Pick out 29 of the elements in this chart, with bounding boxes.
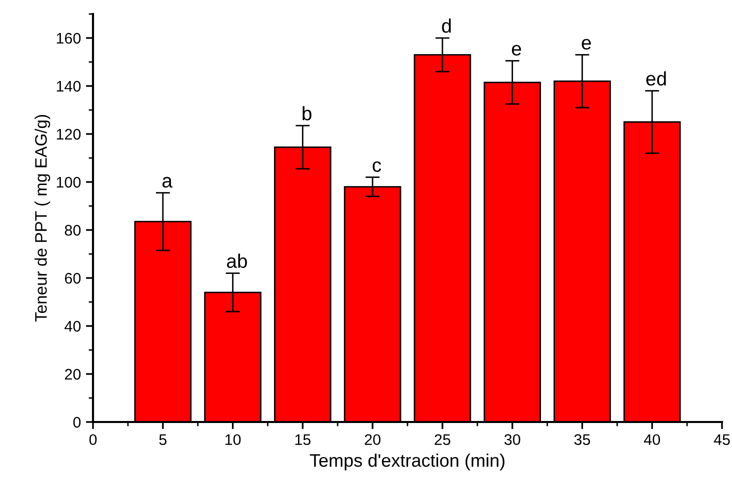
annotation: ab — [226, 254, 247, 268]
y-tick-label: 140 — [56, 80, 81, 92]
x-tick-label: 10 — [225, 434, 241, 446]
y-tick-label: 160 — [56, 32, 81, 44]
annotation: d — [442, 18, 451, 33]
annotation: a — [162, 176, 172, 188]
y-tick-label: 0 — [73, 416, 81, 428]
annotation: c — [372, 161, 382, 172]
y-tick-label: 80 — [64, 224, 81, 236]
annotation: e — [582, 38, 591, 50]
y-tick-label: 100 — [56, 176, 81, 188]
x-tick-label: 30 — [504, 434, 520, 446]
x-tick-label: 40 — [644, 434, 660, 446]
x-tick-label: 45 — [714, 434, 730, 446]
x-tick-label: 15 — [295, 434, 311, 446]
y-tick-label: 60 — [64, 272, 81, 284]
annotation: ed — [646, 71, 666, 86]
x-axis-title: Temps d'extraction (min) — [310, 454, 504, 470]
y-tick-label: 40 — [64, 320, 81, 332]
y-tick-label: 120 — [56, 128, 81, 140]
x-tick-label: 5 — [159, 434, 166, 446]
x-tick-label: 20 — [364, 434, 380, 446]
y-tick-label: 20 — [64, 368, 81, 380]
annotation: e — [512, 44, 522, 56]
x-tick-label: 35 — [574, 434, 590, 446]
y-axis-title: Teneur de PPT ( mg EAG/g) — [34, 114, 50, 322]
x-tick-label: 25 — [434, 434, 450, 446]
annotation: b — [302, 106, 312, 120]
x-tick-label: 0 — [89, 434, 97, 446]
